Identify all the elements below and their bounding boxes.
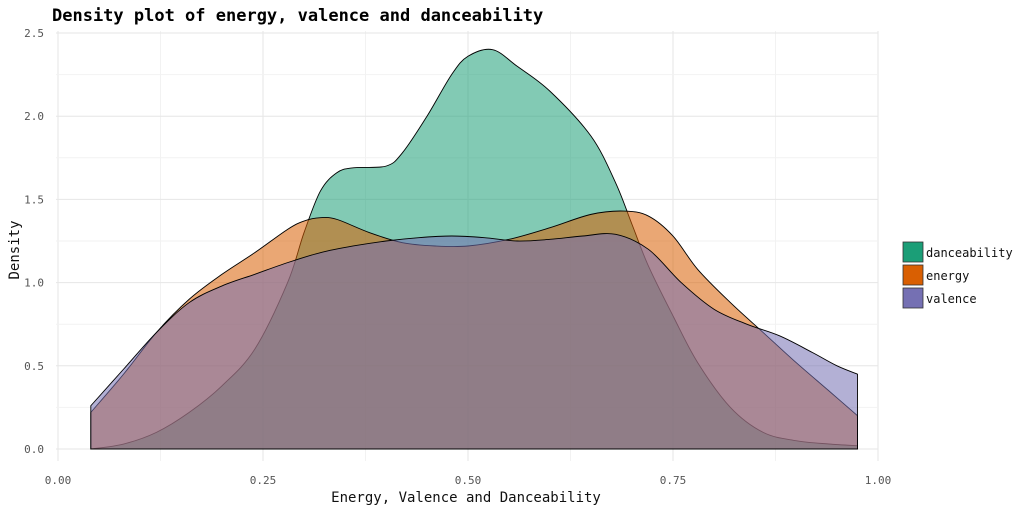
- legend-label-valence: valence: [926, 292, 977, 306]
- x-tick-labels: 0.00 0.25 0.50 0.75 1.00: [45, 474, 892, 487]
- density-areas: [90, 48, 858, 450]
- x-axis-label: Energy, Valence and Danceability: [331, 490, 601, 506]
- legend-key-valence: [902, 287, 924, 309]
- legend-key-danceability: [902, 241, 924, 263]
- y-axis-label: Density: [7, 220, 23, 279]
- legend-label-danceability: danceability: [926, 246, 1013, 260]
- x-tick-label: 0.00: [45, 474, 72, 487]
- y-tick-label: 1.5: [24, 193, 44, 206]
- legend: danceability energy valence: [902, 241, 1013, 309]
- y-tick-label: 2.0: [24, 110, 44, 123]
- x-tick-label: 0.75: [660, 474, 687, 487]
- y-tick-label: 1.0: [24, 277, 44, 290]
- x-tick-label: 0.25: [250, 474, 277, 487]
- y-tick-label: 2.5: [24, 27, 44, 40]
- chart-title: Density plot of energy, valence and danc…: [52, 6, 543, 26]
- density-area-valence: [90, 233, 858, 450]
- y-tick-labels: 0.0 0.5 1.0 1.5 2.0 2.5: [24, 27, 44, 456]
- y-tick-label: 0.5: [24, 360, 44, 373]
- x-tick-label: 1.00: [865, 474, 892, 487]
- legend-key-energy: [902, 264, 924, 286]
- y-tick-label: 0.0: [24, 443, 44, 456]
- x-tick-label: 0.50: [455, 474, 482, 487]
- legend-label-energy: energy: [926, 269, 969, 283]
